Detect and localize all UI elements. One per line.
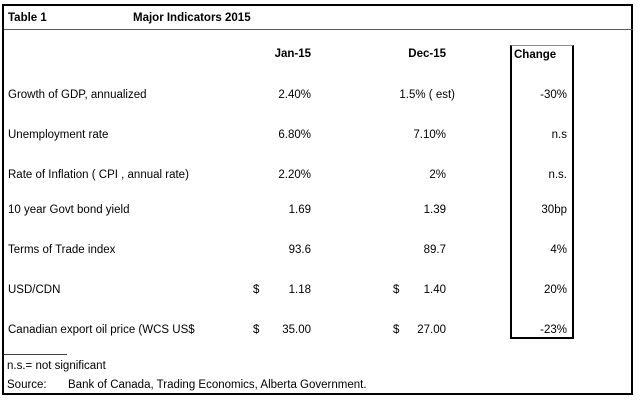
source-label: Source: [7, 379, 47, 391]
jan-value: 1.69 [288, 204, 311, 216]
change-value: 4% [550, 244, 567, 256]
table-row: Unemployment rate 6.80% 7.10% n.s [0, 127, 640, 143]
jan-value: 1.18 [288, 284, 311, 296]
title-underline [4, 29, 633, 30]
currency-symbol: $ [253, 324, 260, 336]
row-label: Rate of Inflation ( CPI , annual rate) [8, 169, 189, 181]
change-value: -30% [540, 89, 567, 101]
row-label: USD/CDN [8, 284, 61, 296]
dec-value: 27.00 [417, 324, 446, 336]
change-value: -23% [540, 324, 567, 336]
row-label: Terms of Trade index [8, 244, 116, 256]
jan-value: 35.00 [282, 324, 311, 336]
dec-value: 7.10% [413, 129, 446, 141]
jan-value: 2.40% [278, 89, 311, 101]
dec-value: 1.39 [423, 204, 446, 216]
table-row: Terms of Trade index 93.6 89.7 4% [0, 242, 640, 258]
jan-value: 6.80% [278, 129, 311, 141]
column-header-jan: Jan-15 [274, 48, 311, 60]
footnote-ns: n.s.= not significant [7, 360, 106, 372]
dec-value: 2% [429, 169, 446, 181]
table-row: Rate of Inflation ( CPI , annual rate) 2… [0, 167, 640, 183]
column-header-dec: Dec-15 [408, 48, 446, 60]
row-label: Growth of GDP, annualized [8, 89, 147, 101]
table-row: 10 year Govt bond yield 1.69 1.39 30bp [0, 202, 640, 218]
column-header-change: Change [514, 49, 557, 61]
footnote-divider [4, 354, 67, 355]
dec-value: 1.40 [423, 284, 446, 296]
dec-value: 89.7 [423, 244, 446, 256]
source-text: Bank of Canada, Trading Economics, Alber… [68, 379, 367, 391]
change-value: 20% [543, 284, 567, 296]
currency-symbol: $ [393, 324, 400, 336]
dec-value: 1.5% ( est) [399, 89, 455, 101]
header-row: Jan-15 Dec-15 Change [0, 46, 640, 62]
jan-value: 2.20% [278, 169, 311, 181]
change-value: n.s. [548, 169, 567, 181]
change-value: 30bp [541, 204, 567, 216]
currency-symbol: $ [253, 284, 260, 296]
table-row: Canadian export oil price (WCS US$ $ 35.… [0, 322, 640, 338]
table-row: USD/CDN $ 1.18 $ 1.40 20% [0, 282, 640, 298]
change-value: n.s [551, 129, 567, 141]
table-row: Growth of GDP, annualized 2.40% 1.5% ( e… [0, 87, 640, 103]
change-column-box [510, 45, 574, 339]
table-number-label: Table 1 [8, 12, 47, 24]
row-label: Canadian export oil price (WCS US$ [8, 324, 195, 336]
jan-value: 93.6 [288, 244, 311, 256]
row-label: 10 year Govt bond yield [8, 204, 130, 216]
row-label: Unemployment rate [8, 129, 109, 141]
currency-symbol: $ [393, 284, 400, 296]
table-title: Major Indicators 2015 [133, 12, 251, 24]
